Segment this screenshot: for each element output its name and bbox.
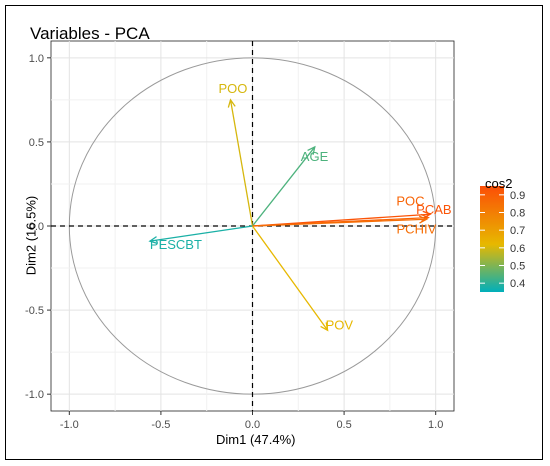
label-pcab: PCAB [416, 202, 451, 217]
label-age: AGE [301, 149, 329, 164]
legend-title: cos2 [485, 176, 513, 191]
legend-tick-label: 0.5 [510, 261, 525, 273]
x-tick-label: -1.0 [60, 419, 79, 431]
legend-colorbar [480, 186, 504, 292]
chart-frame: POO AGE POC PCAB PCHIV PESCBT POV -1.0 -0.5 0.0 0… [5, 5, 543, 460]
label-pchiv: PCHIV [397, 221, 437, 236]
arrow-pcab [252, 213, 431, 227]
label-pescbt: PESCBT [150, 237, 202, 252]
x-tick-label: 0.5 [336, 419, 351, 431]
arrowhead-pcab [422, 210, 432, 219]
tick-labels: -1.0 -0.5 0.0 0.5 1.0 1.0 0.5 0.0 -0.5 -1.0 [25, 53, 443, 431]
y-tick-label: 0.0 [29, 221, 44, 233]
arrowhead-age [307, 145, 316, 155]
arrowhead-pov [320, 322, 329, 332]
arrowhead-poo [227, 98, 236, 108]
legend-tick-label: 0.6 [510, 243, 525, 255]
arrow-pchiv [252, 218, 427, 227]
label-poo: POO [219, 81, 248, 96]
x-axis-label: Dim1 (47.4%) [216, 432, 296, 447]
y-tick-label: -0.5 [25, 305, 44, 317]
legend-tick-label: 0.7 [510, 225, 525, 237]
x-tick-label: 0.0 [245, 419, 260, 431]
x-tick-label: -0.5 [151, 419, 170, 431]
y-axis-label: Dim2 (16.5%) [23, 195, 39, 276]
arrowhead-pchiv [418, 215, 429, 224]
legend-tick-label: 0.4 [510, 278, 525, 290]
arrow-poo [229, 99, 254, 227]
label-poc: POC [396, 194, 424, 209]
y-tick-label: -1.0 [25, 389, 44, 401]
chart-title: Variables - PCA [30, 24, 150, 43]
legend-tick-label: 0.9 [510, 190, 525, 202]
legend: 0.9 0.8 0.7 0.6 0.5 0.4 [480, 186, 525, 292]
arrow-pescbt [149, 225, 253, 242]
variable-arrows [148, 98, 432, 332]
legend-tick-label: 0.8 [510, 208, 525, 220]
arrowhead-pescbt [148, 236, 158, 245]
y-tick-label: 0.5 [29, 137, 44, 149]
arrow-age [251, 146, 316, 227]
label-pov: POV [326, 317, 354, 332]
x-tick-label: 1.0 [428, 419, 443, 431]
y-tick-label: 1.0 [29, 53, 44, 65]
arrow-pov [251, 225, 329, 331]
